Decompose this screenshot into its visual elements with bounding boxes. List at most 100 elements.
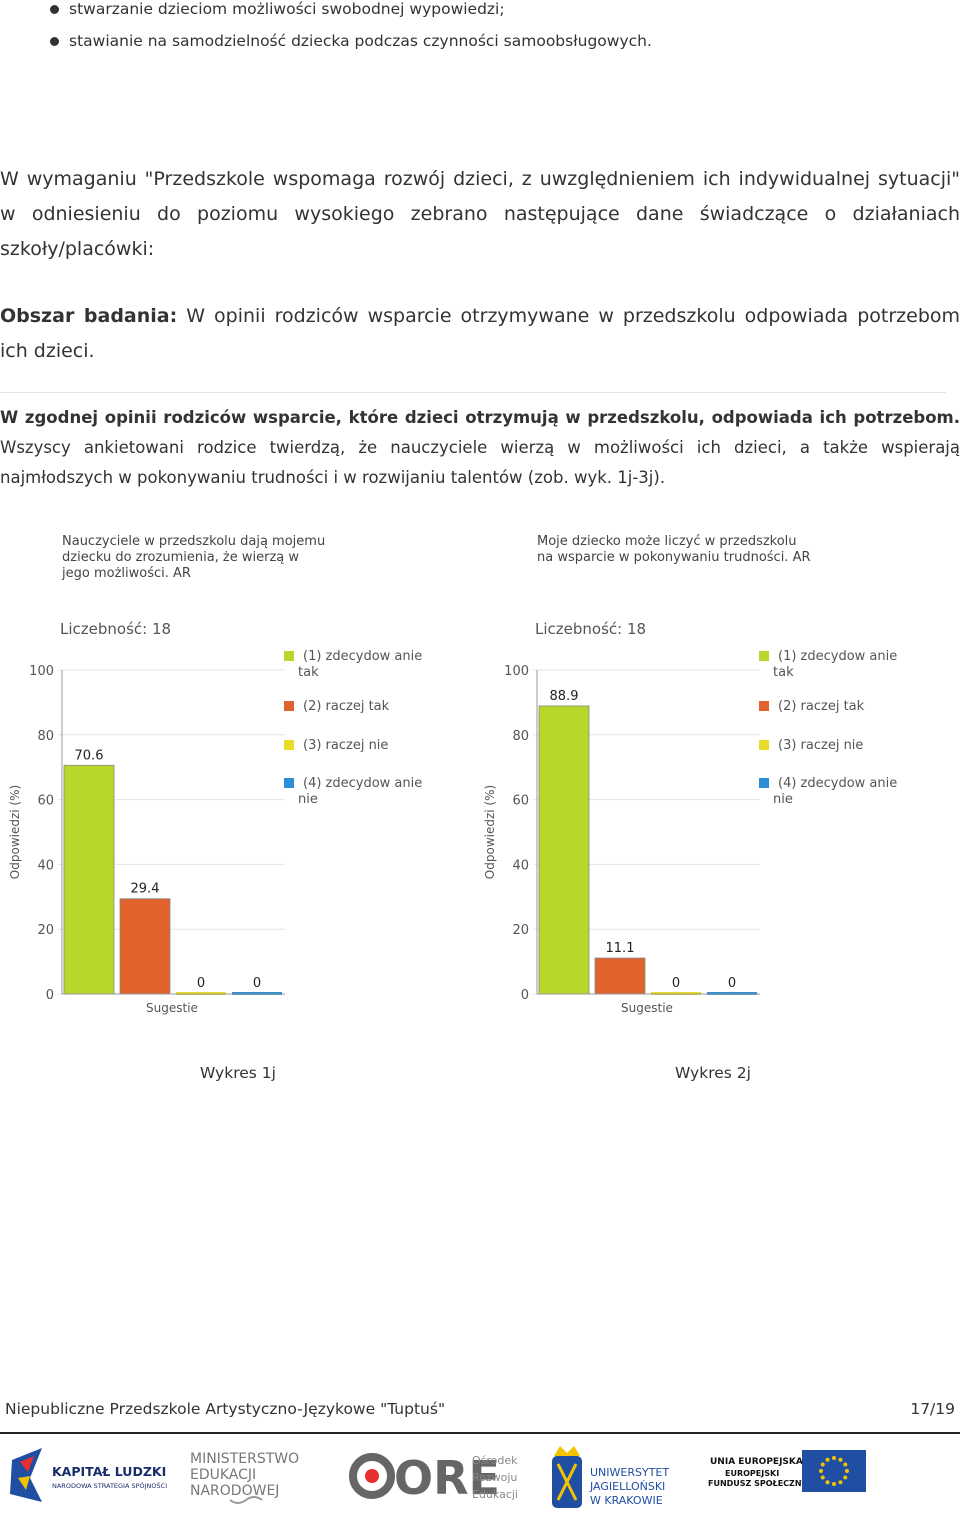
chart-data-label: 0: [672, 976, 680, 991]
chart-title-line: dziecku do zrozumienia, że wierzą w: [62, 550, 299, 565]
chart-title-line: jego możliwości. AR: [61, 566, 191, 581]
legend-swatch: [284, 778, 294, 788]
chart-y-axis-label: Odpowiedzi (%): [483, 785, 497, 879]
chart-title-line: Nauczyciele w przedszkolu dają mojemu: [62, 534, 325, 549]
chart-bar: [538, 705, 590, 995]
chart-data-label: 88.9: [550, 689, 579, 704]
chart-y-tick: 60: [512, 794, 529, 809]
legend-swatch: [759, 701, 769, 711]
uj-line-3: W KRAKOWIE: [590, 1494, 663, 1507]
eu-star: [832, 1482, 836, 1486]
bullet-text: stwarzanie dzieciom możliwości swobodnej…: [69, 0, 505, 18]
legend-label: (3) raczej nie: [303, 738, 388, 753]
chart-bar: [119, 898, 171, 995]
eu-star: [820, 1462, 825, 1467]
men-logo: MINISTERSTWO EDUKACJI NARODOWEJ: [190, 1451, 299, 1504]
finding-paragraph: W zgodnej opinii rodziców wsparcie, któr…: [0, 403, 960, 493]
ore-line-2: Rozwoju: [472, 1471, 517, 1484]
ore-mark: ORE: [394, 1451, 500, 1505]
kapital-ludzki-subtitle: NARODOWA STRATEGIA SPÓJNOŚCI: [52, 1481, 167, 1490]
bullet-text: stawianie na samodzielność dziecka podcz…: [69, 32, 652, 50]
legend-label: nie: [773, 792, 793, 807]
legend-label: (1) zdecydow anie: [303, 649, 422, 664]
chart-data-label: 29.4: [131, 882, 160, 897]
chart-y-ticks: 0 20 40 60 80 100: [29, 664, 54, 1003]
chart-caption-2: Wykres 2j: [675, 1064, 751, 1082]
chart-title: Moje dziecko może liczyć w przedszkoluna…: [537, 534, 811, 565]
eu-star: [820, 1475, 825, 1480]
ue-logo: UNIA EUROPEJSKA EUROPEJSKI FUNDUSZ SPOŁE…: [708, 1450, 866, 1492]
chart-data-label: 0: [197, 976, 205, 991]
legend-label: (4) zdecydow anie: [778, 776, 897, 791]
legend-label: tak: [298, 665, 319, 680]
chart-y-axis-label: Odpowiedzi (%): [8, 785, 22, 879]
chart-y-tick: 40: [512, 858, 529, 873]
uj-line-1: UNIWERSYTET: [590, 1466, 669, 1479]
chart-y-tick: 0: [521, 988, 529, 1003]
chart-data-label: 0: [728, 976, 736, 991]
footer-logos: KAPITAŁ LUDZKI NARODOWA STRATEGIA SPÓJNO…: [10, 1446, 866, 1508]
chart-data-label: 11.1: [606, 941, 635, 956]
chart-data-label: 70.6: [75, 748, 104, 763]
research-area-text: W opinii rodziców wsparcie otrzymywane w…: [0, 305, 960, 362]
chart-y-tick: 60: [37, 794, 54, 809]
section-divider: [0, 392, 946, 393]
chart-bars: [538, 705, 757, 995]
legend-label: nie: [298, 792, 318, 807]
ore-line-1: Ośrodek: [472, 1454, 518, 1467]
eu-stars: [819, 1456, 849, 1486]
finding-text: Wszyscy ankietowani rodzice twierdzą, że…: [0, 438, 960, 487]
chart-caption-1: Wykres 1j: [200, 1064, 276, 1082]
men-line-2: EDUKACJI: [190, 1467, 256, 1483]
kapital-ludzki-title: KAPITAŁ LUDZKI: [52, 1464, 166, 1479]
chart-title: Nauczyciele w przedszkolu dają mojemudzi…: [61, 534, 325, 581]
eu-star: [832, 1456, 836, 1460]
chart-data-label: 0: [253, 976, 261, 991]
chart-y-tick: 20: [37, 923, 54, 938]
eu-star: [825, 1480, 830, 1485]
research-area: Obszar badania: W opinii rodziców wsparc…: [0, 299, 960, 369]
finding-bold: W zgodnej opinii rodziców wsparcie, któr…: [0, 408, 960, 427]
footer-page-number: 17/19: [910, 1400, 955, 1418]
chart-count-label: Liczebność: 18: [60, 620, 171, 638]
legend-swatch: [284, 740, 294, 750]
chart-bar: [594, 957, 646, 995]
chart-x-axis-label: Sugestie: [146, 1001, 198, 1015]
chart-y-tick: 20: [512, 923, 529, 938]
eu-star: [838, 1480, 843, 1485]
kapital-ludzki-logo: KAPITAŁ LUDZKI NARODOWA STRATEGIA SPÓJNO…: [10, 1448, 167, 1502]
chart-data-labels: 88.9 11.1 0 0: [550, 689, 737, 991]
legend-label: (1) zdecydow anie: [778, 649, 897, 664]
bullet-dot-icon: [50, 5, 59, 14]
ue-line-3: FUNDUSZ SPOŁECZNY: [708, 1479, 808, 1488]
chart-y-tick: 40: [37, 858, 54, 873]
eu-star: [825, 1457, 830, 1462]
chart-count-label: Liczebność: 18: [535, 620, 646, 638]
legend-label: (2) raczej tak: [778, 699, 865, 714]
eu-star: [838, 1457, 843, 1462]
legend-swatch: [759, 651, 769, 661]
ore-line-3: Edukacji: [472, 1488, 518, 1501]
uj-logo: UNIWERSYTET JAGIELLOŃSKI W KRAKOWIE: [552, 1446, 669, 1508]
legend-swatch: [759, 740, 769, 750]
ore-logo: ORE Ośrodek Rozwoju Edukacji: [349, 1451, 518, 1505]
chart-1: Nauczyciele w przedszkolu dają mojemudzi…: [8, 534, 422, 1015]
footer-school-name: Niepubliczne Przedszkole Artystyczno-Jęz…: [5, 1400, 446, 1418]
eu-star: [843, 1462, 848, 1467]
chart-bar: [63, 764, 115, 995]
footer-divider: [0, 1432, 960, 1434]
uj-line-2: JAGIELLOŃSKI: [589, 1480, 665, 1493]
chart-y-ticks: 0 20 40 60 80 100: [504, 664, 529, 1003]
chart-y-tick: 100: [29, 664, 54, 679]
chart-x-axis-label: Sugestie: [621, 1001, 673, 1015]
chart-2: Moje dziecko może liczyć w przedszkoluna…: [483, 534, 897, 1015]
legend-label: (3) raczej nie: [778, 738, 863, 753]
men-line-3: NARODOWEJ: [190, 1483, 279, 1499]
chart-data-labels: 70.6 29.4 0 0: [75, 748, 262, 991]
bullet-dot-icon: [50, 37, 59, 46]
chart-title-line: Moje dziecko może liczyć w przedszkolu: [537, 534, 797, 549]
chart-y-tick: 100: [504, 664, 529, 679]
legend-swatch: [284, 651, 294, 661]
